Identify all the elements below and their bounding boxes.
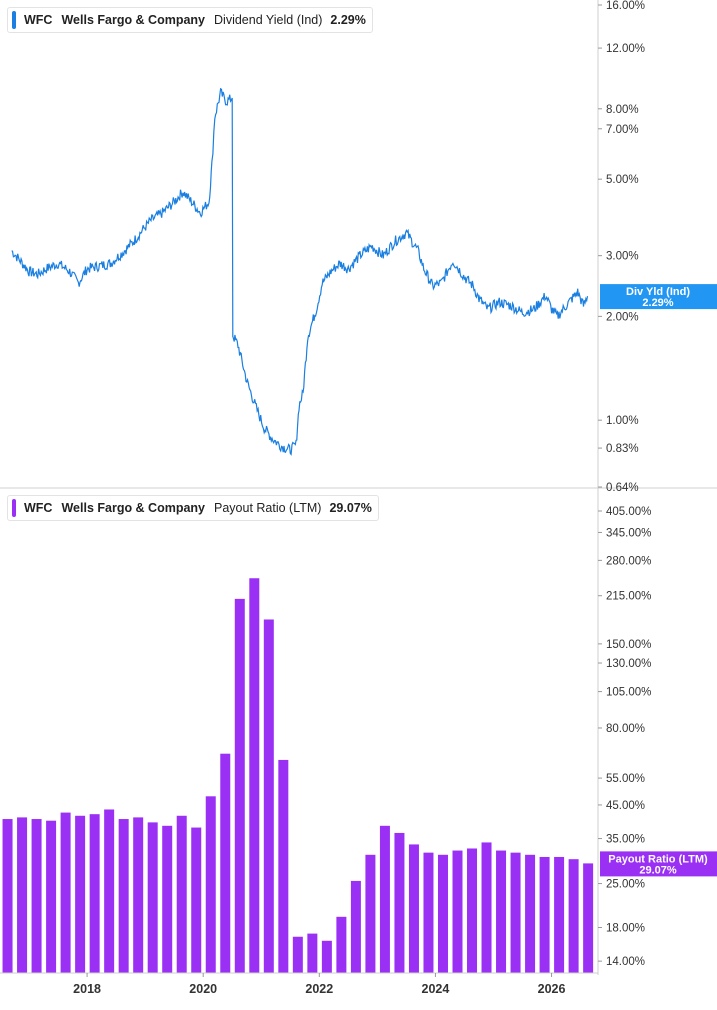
payout-bar xyxy=(162,825,173,973)
payout-bar xyxy=(46,820,57,973)
yield-ytick-label: 7.00% xyxy=(606,124,639,136)
payout-bar xyxy=(336,916,347,973)
payout-bar xyxy=(133,817,144,973)
payout-bar xyxy=(452,850,463,973)
payout-ytick-label: 55.00% xyxy=(606,773,645,785)
payout-bar xyxy=(2,819,13,973)
payout-ytick-label: 45.00% xyxy=(606,800,645,812)
yield-ytick-label: 0.83% xyxy=(606,443,639,455)
payout-bar xyxy=(176,815,187,973)
yield-ytick-label: 5.00% xyxy=(606,174,639,186)
yield-ytick-label: 12.00% xyxy=(606,43,645,55)
payout-ytick-label: 105.00% xyxy=(606,687,651,699)
yield-ytick-label: 0.64% xyxy=(606,482,639,494)
yield-ytick-label: 8.00% xyxy=(606,104,639,116)
yield-badge-value: 2.29% xyxy=(642,297,673,309)
payout-ytick-label: 80.00% xyxy=(606,723,645,735)
payout-ytick-label: 345.00% xyxy=(606,527,651,539)
yield-legend-ticker: WFC xyxy=(24,13,53,27)
yield-ytick-label: 1.00% xyxy=(606,415,639,427)
payout-badge-value: 29.07% xyxy=(639,864,677,876)
payout-ytick-label: 215.00% xyxy=(606,591,651,603)
payout-bar xyxy=(263,619,274,973)
payout-ytick-label: 405.00% xyxy=(606,506,651,518)
payout-legend-metric: Payout Ratio (LTM) xyxy=(214,501,322,515)
payout-bar xyxy=(365,854,376,973)
payout-ytick-label: 280.00% xyxy=(606,555,651,567)
payout-bar xyxy=(220,753,231,973)
payout-ytick-label: 25.00% xyxy=(606,879,645,891)
yield-legend-metric: Dividend Yield (Ind) xyxy=(214,13,323,27)
payout-bar xyxy=(423,852,434,973)
payout-bar xyxy=(408,844,419,973)
payout-bar xyxy=(31,819,42,973)
yield-legend: WFC Wells Fargo & Company Dividend Yield… xyxy=(7,7,373,33)
payout-bar xyxy=(583,863,594,973)
payout-legend-swatch xyxy=(12,499,16,517)
payout-legend: WFC Wells Fargo & Company Payout Ratio (… xyxy=(7,495,379,521)
payout-bar xyxy=(568,859,579,973)
payout-badge-bg xyxy=(600,851,717,877)
payout-bar xyxy=(278,759,289,973)
payout-bar xyxy=(525,854,536,973)
x-tick-label: 2026 xyxy=(538,982,566,996)
yield-badge-bg xyxy=(600,284,717,310)
payout-bar xyxy=(539,856,550,973)
yield-line-series xyxy=(11,87,589,456)
payout-badge-label: Payout Ratio (LTM) xyxy=(608,853,708,865)
payout-bar xyxy=(321,940,332,973)
x-tick-label: 2020 xyxy=(189,982,217,996)
payout-ytick-label: 150.00% xyxy=(606,639,651,651)
payout-bar xyxy=(350,880,361,973)
payout-bar xyxy=(394,832,405,973)
payout-bar xyxy=(379,825,390,973)
payout-bar xyxy=(467,848,478,973)
yield-legend-company: Wells Fargo & Company xyxy=(61,13,206,27)
payout-bar xyxy=(89,814,100,973)
payout-bar xyxy=(191,827,202,973)
yield-legend-swatch xyxy=(12,11,16,29)
payout-bar xyxy=(234,598,245,973)
payout-bar xyxy=(75,815,86,973)
payout-bar xyxy=(249,578,260,973)
payout-bar xyxy=(17,817,28,973)
yield-ytick-label: 3.00% xyxy=(606,251,639,263)
payout-bar xyxy=(496,850,507,973)
payout-bar xyxy=(104,809,115,973)
payout-bar xyxy=(60,812,71,973)
yield-ytick-label: 16.00% xyxy=(606,0,645,12)
payout-bar xyxy=(437,854,448,973)
payout-bar xyxy=(510,852,521,973)
payout-bar xyxy=(481,842,492,973)
x-tick-label: 2022 xyxy=(305,982,333,996)
payout-bar xyxy=(118,819,129,973)
payout-legend-value: 29.07% xyxy=(329,501,372,515)
payout-ytick-label: 18.00% xyxy=(606,923,645,935)
payout-ytick-label: 14.00% xyxy=(606,956,645,968)
yield-ytick-label: 2.00% xyxy=(606,311,639,323)
payout-bar xyxy=(205,796,216,973)
payout-badge: Payout Ratio (LTM)29.07% xyxy=(600,851,717,877)
payout-ytick-label: 35.00% xyxy=(606,834,645,846)
payout-legend-company: Wells Fargo & Company xyxy=(61,501,206,515)
x-tick-label: 2018 xyxy=(73,982,101,996)
payout-bar xyxy=(292,936,303,973)
yield-badge: Div Yld (Ind)2.29% xyxy=(600,284,717,310)
yield-legend-value: 2.29% xyxy=(330,13,366,27)
yield-badge-label: Div Yld (Ind) xyxy=(626,286,690,298)
payout-bar xyxy=(554,856,565,973)
payout-bar xyxy=(147,822,158,973)
x-tick-label: 2024 xyxy=(422,982,450,996)
payout-legend-ticker: WFC xyxy=(24,501,53,515)
payout-bar xyxy=(307,933,318,973)
payout-ytick-label: 130.00% xyxy=(606,658,651,670)
